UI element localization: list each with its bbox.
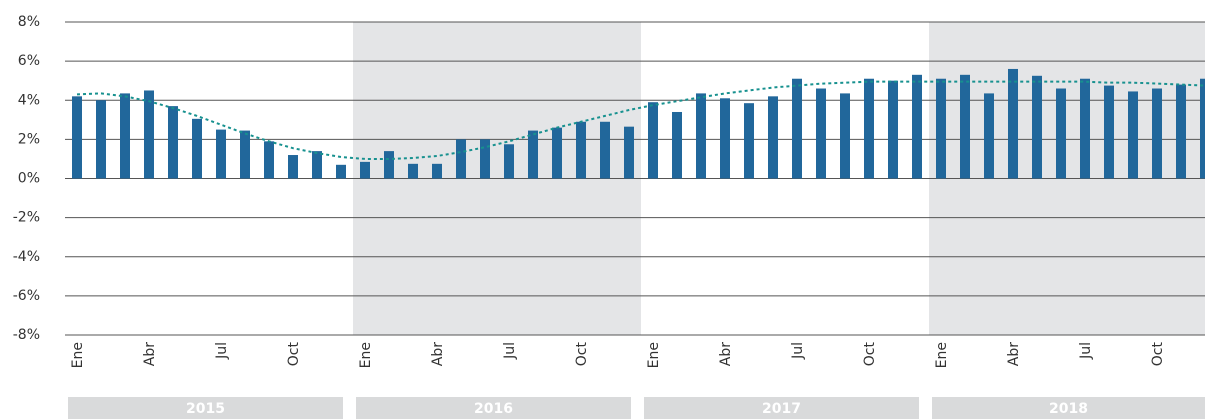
x-tick-label: Ene: [358, 342, 374, 368]
bar: [1008, 68, 1018, 179]
x-tick-label: Oct: [862, 342, 878, 367]
bar: [768, 96, 778, 179]
x-tick-label: Abr: [142, 342, 158, 366]
year-box: [356, 397, 631, 419]
bar: [96, 100, 106, 179]
x-tick-label: Jul: [1078, 342, 1094, 360]
y-tick-label: -2%: [13, 210, 40, 226]
bar: [816, 88, 826, 179]
bar: [456, 139, 466, 179]
bar: [1128, 91, 1138, 179]
bar: [696, 93, 706, 179]
x-tick-label: Oct: [286, 342, 302, 367]
bar: [432, 163, 442, 179]
y-tick-label: 6%: [18, 53, 40, 69]
bar: [336, 164, 346, 179]
bar: [1200, 78, 1205, 179]
x-tick-label: Ene: [646, 342, 662, 368]
year-box: [68, 397, 343, 419]
bar: [528, 130, 538, 179]
bar: [360, 161, 370, 179]
y-tick-label: 2%: [18, 131, 40, 147]
bar: [1056, 88, 1066, 179]
bar: [1104, 85, 1114, 179]
bar: [984, 93, 994, 179]
y-tick-label: 0%: [18, 171, 40, 187]
bar: [624, 126, 634, 179]
bar: [504, 144, 514, 179]
bar: [168, 106, 178, 179]
x-tick-label: Abr: [430, 342, 446, 366]
x-tick-label: Ene: [934, 342, 950, 368]
year-box: [932, 397, 1205, 419]
bar: [912, 74, 922, 179]
bar: [840, 93, 850, 179]
bar: [240, 130, 250, 179]
bar: [936, 78, 946, 179]
bar: [1032, 75, 1042, 179]
bar: [216, 129, 226, 179]
x-tick-label: Jul: [790, 342, 806, 360]
year-label: 2017: [762, 401, 801, 417]
bar: [552, 127, 562, 179]
bar: [144, 90, 154, 179]
marks-layer: [72, 68, 1205, 179]
y-tick-label: -4%: [13, 249, 40, 265]
bar: [408, 163, 418, 179]
bar: [192, 118, 202, 179]
x-tick-label: Abr: [718, 342, 734, 366]
year-label: 2018: [1049, 401, 1088, 417]
bar: [384, 151, 394, 179]
bar: [480, 139, 490, 179]
x-tick-label: Abr: [1006, 342, 1022, 366]
x-tick-label: Oct: [574, 342, 590, 367]
bar: [672, 111, 682, 179]
bar: [744, 103, 754, 179]
bar: [648, 102, 658, 179]
bar: [288, 155, 298, 179]
y-tick-label: 8%: [18, 14, 40, 30]
bar: [792, 78, 802, 179]
x-tick-label: Jul: [502, 342, 518, 360]
bar: [1152, 88, 1162, 179]
bar: [888, 80, 898, 179]
year-box: [644, 397, 919, 419]
y-tick-label: -8%: [13, 327, 40, 343]
bar: [264, 141, 274, 179]
year-label: 2015: [186, 401, 225, 417]
labels-layer: 2015 2016 2017 2018 -8% -6% -4% -2% 0% 2% 4% 6% 8% En…: [13, 14, 1166, 417]
x-tick-label: Oct: [1150, 342, 1166, 367]
bar: [600, 121, 610, 179]
bar: [576, 121, 586, 179]
bar: [120, 93, 130, 179]
bar: [72, 96, 82, 179]
x-tick-label: Jul: [214, 342, 230, 360]
bar: [312, 151, 322, 179]
year-label: 2016: [474, 401, 513, 417]
x-tick-label: Ene: [70, 342, 86, 368]
bar: [960, 74, 970, 179]
bar: [864, 78, 874, 179]
trend-line: [76, 80, 1205, 160]
bar: [720, 98, 730, 179]
y-tick-label: -6%: [13, 288, 40, 304]
bar: [1176, 84, 1186, 179]
bar: [1080, 78, 1090, 179]
y-tick-label: 4%: [18, 92, 40, 108]
